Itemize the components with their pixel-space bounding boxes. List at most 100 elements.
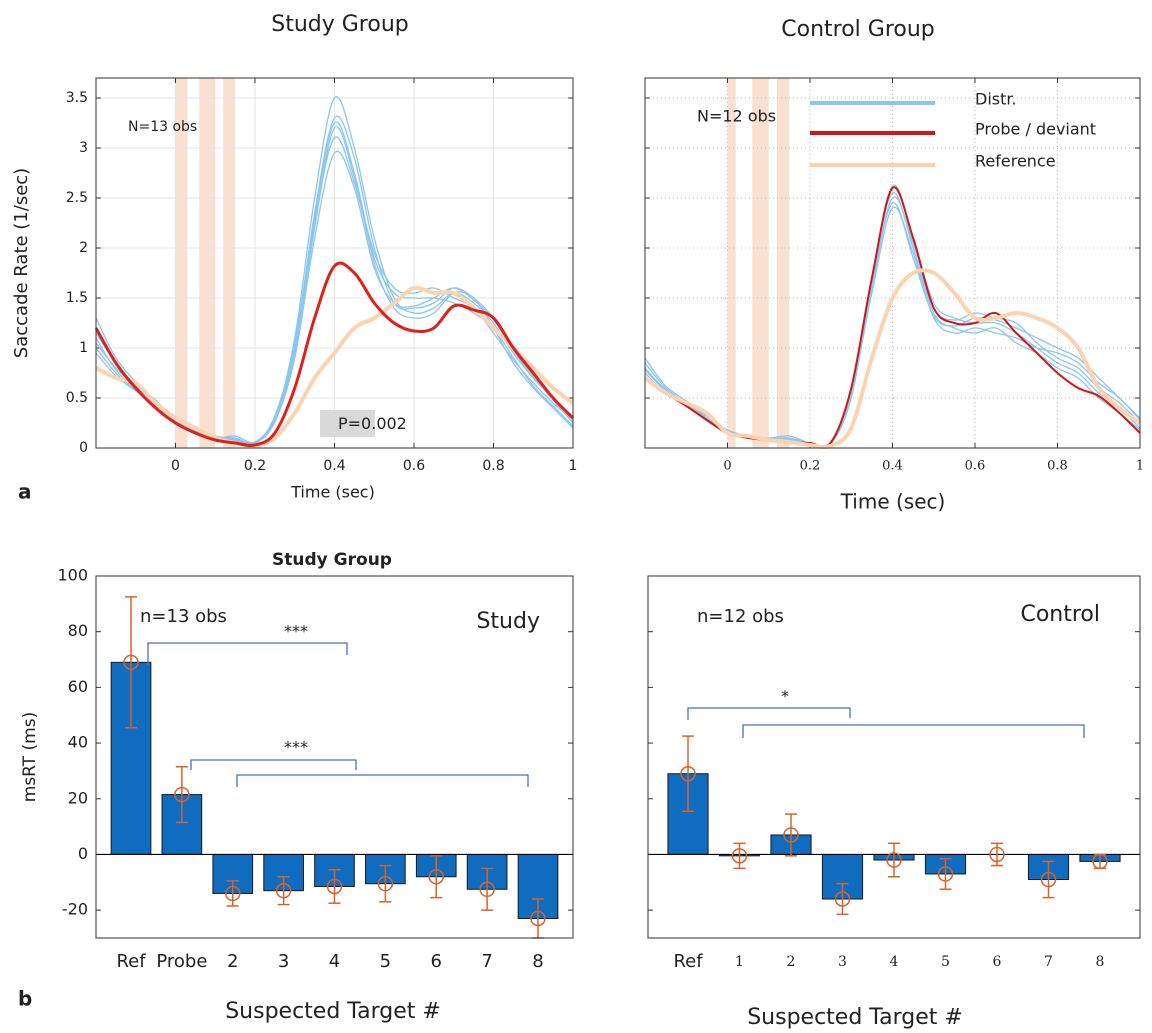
n-label: n=12 obs: [697, 606, 784, 627]
plot-frame: [647, 575, 1141, 939]
x-tick-label: Probe: [156, 951, 207, 972]
y-tick-label: 1.5: [66, 290, 88, 306]
series-line: [643, 268, 1142, 450]
x-tick-label: 1: [569, 458, 578, 474]
y-tick-label: 20: [68, 788, 88, 807]
x-tick-label: 0.6: [965, 459, 986, 474]
n-label: N=12 obs: [697, 107, 776, 126]
mean-marker: [783, 827, 799, 843]
x-tick-label: 8: [532, 951, 543, 972]
legend-label: Distr.: [975, 90, 1017, 109]
y-tick-label: 0: [79, 440, 88, 456]
x-tick-label: 3: [278, 951, 289, 972]
mean-marker: [326, 878, 343, 895]
plot-frame: [95, 575, 574, 939]
y-tick-label: 1: [79, 340, 88, 356]
mean-marker: [174, 786, 190, 803]
x-tick-label: 4: [890, 954, 899, 970]
plot-frame: [644, 77, 1141, 449]
mean-marker: [479, 881, 495, 898]
legend-label: Reference: [975, 152, 1056, 171]
x-tick-label: 0.2: [244, 458, 266, 474]
x-tick-label: 7: [481, 951, 492, 972]
mean-marker: [937, 866, 954, 882]
mean-marker: [530, 910, 546, 927]
x-tick-label: Ref: [673, 951, 703, 972]
x-tick-label: 5: [941, 954, 950, 970]
p-label-box: [320, 410, 375, 437]
x-axis-label: Suspected Target #: [225, 999, 441, 1024]
shaded-band: [223, 78, 236, 448]
series-line: [644, 184, 1141, 448]
legend-label: Probe / deviant: [975, 120, 1096, 139]
significance-label: ***: [284, 622, 308, 641]
p-label: P=0.002: [338, 414, 407, 433]
y-tick-label: 40: [68, 733, 88, 752]
y-tick-label: 2.5: [66, 190, 88, 206]
series-line: [94, 261, 575, 448]
mean-marker: [680, 765, 696, 782]
y-tick-label: 0: [78, 844, 88, 863]
x-tick-label: 0.4: [323, 458, 345, 474]
series-line: [95, 96, 574, 444]
group-label: Control: [1020, 602, 1100, 627]
x-tick-label: 0.8: [482, 458, 504, 474]
chart-title: Study Group: [271, 12, 409, 37]
x-axis-label: Suspected Target #: [747, 1005, 963, 1030]
x-tick-label: 2: [227, 951, 238, 972]
y-tick-label: -20: [62, 900, 88, 919]
mean-marker: [1092, 853, 1108, 870]
x-tick-label: 8: [1096, 954, 1105, 970]
x-tick-label: 0: [723, 459, 731, 474]
significance-label: ***: [284, 738, 308, 757]
y-tick-label: 3.5: [66, 90, 88, 106]
shaded-band: [199, 78, 216, 448]
y-tick-label: 2: [79, 240, 88, 256]
x-tick-label: 0.2: [800, 459, 821, 474]
significance-bracket: [190, 759, 529, 787]
series-line: [644, 206, 1141, 448]
significance-bracket: [147, 642, 348, 665]
mean-marker: [377, 875, 394, 892]
x-tick-label: 3: [838, 954, 847, 970]
x-tick-label: 1: [1136, 459, 1144, 474]
x-tick-label: 0: [171, 458, 180, 474]
series-line: [644, 196, 1141, 448]
x-tick-label: 6: [431, 951, 442, 972]
x-tick-label: 0.6: [403, 458, 425, 474]
mean-marker: [275, 882, 292, 899]
x-tick-label: 0.4: [882, 459, 903, 474]
x-tick-label: 4: [329, 951, 340, 972]
series-line: [644, 202, 1141, 447]
shaded-band: [727, 78, 736, 448]
x-axis-label: Time (sec): [840, 490, 946, 514]
x-tick-label: 7: [1044, 954, 1053, 970]
mean-marker: [225, 885, 241, 902]
group-label: Study: [476, 609, 540, 634]
shaded-band: [175, 78, 188, 448]
y-axis-label: msRT (ms): [20, 712, 40, 802]
y-tick-label: 80: [68, 621, 88, 640]
chart-title: Control Group: [781, 17, 935, 42]
plot-frame: [95, 77, 574, 449]
n-label: N=13 obs: [128, 119, 197, 135]
x-axis-label: Time (sec): [290, 483, 375, 502]
shaded-band: [777, 78, 790, 448]
mean-marker: [1040, 871, 1057, 888]
y-axis-label: Saccade Rate (1/sec): [11, 168, 32, 358]
y-tick-label: 3: [79, 140, 88, 156]
panel-label: b: [18, 987, 32, 1011]
mean-marker: [886, 852, 902, 868]
shaded-band: [752, 78, 769, 448]
x-tick-label: 5: [380, 951, 391, 972]
y-tick-label: 100: [57, 566, 88, 585]
significance-label: *: [781, 687, 789, 706]
x-tick-label: 2: [787, 954, 796, 970]
mean-marker: [834, 891, 851, 907]
n-label: n=13 obs: [140, 606, 227, 627]
x-tick-label: 0.8: [1047, 459, 1068, 474]
x-tick-label: 6: [993, 954, 1002, 970]
x-tick-label: Ref: [116, 951, 146, 972]
